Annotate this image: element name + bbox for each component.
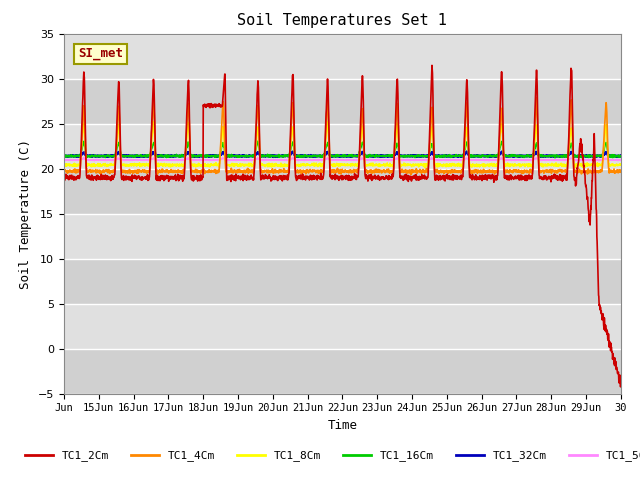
TC1_16Cm [609,153,617,158]
Line: TC1_16Cm: TC1_16Cm [64,141,621,158]
TC1_4Cm [532,95,540,101]
Bar [64,34,621,79]
TC1_16Cm [551,155,559,161]
TC1_8Cm [609,163,617,168]
Bar [64,123,621,168]
TC1_50Cm [116,156,124,162]
TC1_2Cm [428,62,436,68]
TC1_16Cm [254,138,262,144]
TC1_50Cm [60,157,68,163]
Line: TC1_8Cm: TC1_8Cm [64,121,621,168]
TC1_16Cm [60,153,68,158]
Title: Soil Temperatures Set 1: Soil Temperatures Set 1 [237,13,447,28]
TC1_16Cm [116,144,124,149]
TC1_4Cm [116,123,124,129]
Line: TC1_2Cm: TC1_2Cm [64,65,621,387]
TC1_4Cm [510,168,518,173]
TC1_50Cm [236,157,244,163]
TC1_8Cm [542,161,550,167]
TC1_4Cm [542,168,550,174]
TC1_8Cm [60,162,68,168]
TC1_4Cm [609,168,617,173]
TC1_50Cm [185,155,193,161]
TC1_8Cm [236,162,244,168]
Bar [64,348,621,394]
TC1_16Cm [510,152,518,158]
TC1_16Cm [236,153,244,158]
Line: TC1_50Cm: TC1_50Cm [64,158,621,161]
TC1_8Cm [510,162,518,168]
TC1_8Cm [571,165,579,171]
TC1_50Cm [511,157,518,163]
Bar [64,168,621,214]
TC1_4Cm [376,168,383,174]
TC1_2Cm [609,351,617,357]
Bar [64,303,621,348]
TC1_32Cm [463,149,470,155]
TC1_4Cm [617,167,625,173]
TC1_50Cm [542,157,550,163]
TC1_50Cm [376,156,384,162]
TC1_32Cm [609,153,617,159]
TC1_32Cm [116,151,124,156]
TC1_16Cm [542,153,550,159]
TC1_32Cm [376,154,384,159]
TC1_2Cm [236,175,244,181]
X-axis label: Time: Time [328,419,357,432]
Legend: TC1_2Cm, TC1_4Cm, TC1_8Cm, TC1_16Cm, TC1_32Cm, TC1_50Cm: TC1_2Cm, TC1_4Cm, TC1_8Cm, TC1_16Cm, TC1… [20,446,640,466]
TC1_32Cm [617,153,625,159]
Y-axis label: Soil Temperature (C): Soil Temperature (C) [19,139,33,288]
TC1_8Cm [116,134,124,140]
TC1_2Cm [617,382,625,387]
Bar [64,79,621,123]
TC1_32Cm [511,153,518,159]
TC1_4Cm [407,172,415,178]
Line: TC1_32Cm: TC1_32Cm [64,152,621,157]
TC1_4Cm [236,169,244,175]
Bar [64,214,621,259]
TC1_2Cm [60,174,68,180]
Bar [64,259,621,303]
Line: TC1_4Cm: TC1_4Cm [64,98,621,175]
TC1_2Cm [376,177,383,182]
TC1_32Cm [236,153,244,158]
TC1_2Cm [542,173,550,179]
TC1_32Cm [269,154,277,160]
TC1_2Cm [116,106,124,112]
TC1_16Cm [376,153,384,159]
TC1_32Cm [60,153,68,159]
TC1_50Cm [617,157,625,163]
TC1_32Cm [542,153,550,159]
Text: SI_met: SI_met [78,48,123,60]
TC1_8Cm [376,162,384,168]
TC1_8Cm [324,119,332,124]
TC1_8Cm [617,162,625,168]
TC1_50Cm [372,158,380,164]
TC1_4Cm [60,168,68,174]
TC1_2Cm [617,384,625,390]
TC1_2Cm [510,175,518,180]
TC1_50Cm [609,157,617,163]
TC1_16Cm [617,153,625,159]
